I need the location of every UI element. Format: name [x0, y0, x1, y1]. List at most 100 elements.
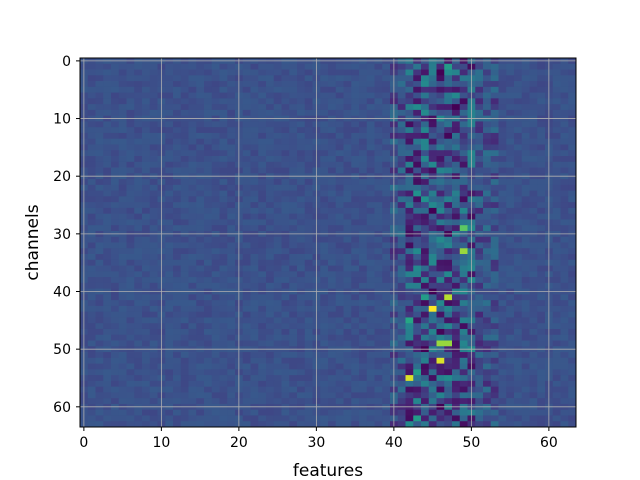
heatmap-cell: [498, 305, 507, 313]
heatmap-cell: [397, 363, 406, 370]
heatmap-cell: [343, 213, 352, 220]
heatmap-cell: [382, 300, 391, 307]
heatmap-cell: [173, 317, 182, 324]
heatmap-cell: [459, 236, 468, 243]
heatmap-cell: [118, 369, 127, 376]
heatmap-cell: [483, 196, 492, 203]
heatmap-cell: [514, 380, 523, 388]
heatmap-cell: [397, 98, 406, 105]
heatmap-cell: [529, 328, 538, 336]
heatmap-cell: [180, 144, 189, 151]
heatmap-cell: [211, 369, 220, 376]
heatmap-cell: [281, 254, 290, 261]
heatmap-cell: [250, 282, 259, 290]
heatmap-cell: [452, 242, 461, 249]
heatmap-cell: [351, 167, 360, 174]
heatmap-cell: [529, 259, 538, 266]
heatmap-cell: [506, 69, 515, 76]
heatmap-cell: [560, 150, 569, 157]
heatmap-cell: [374, 352, 383, 359]
heatmap-cell: [304, 202, 313, 209]
heatmap-cell: [165, 63, 174, 70]
heatmap-cell: [459, 415, 468, 422]
heatmap-cell: [529, 121, 538, 128]
heatmap-cell: [328, 328, 337, 336]
heatmap-cell: [568, 86, 577, 93]
heatmap-cell: [397, 213, 406, 220]
heatmap-cell: [328, 236, 337, 243]
heatmap-cell: [459, 340, 468, 347]
heatmap-cell: [142, 225, 151, 232]
heatmap-cell: [397, 415, 406, 422]
heatmap-cell: [359, 179, 368, 186]
heatmap-cell: [196, 190, 205, 197]
heatmap-cell: [413, 167, 422, 174]
heatmap-cell: [328, 277, 337, 284]
heatmap-cell: [95, 236, 104, 243]
heatmap-cell: [483, 144, 492, 151]
heatmap-cell: [173, 415, 182, 422]
heatmap-cell: [103, 334, 112, 341]
heatmap-cell: [297, 81, 306, 88]
heatmap-cell: [180, 92, 189, 99]
heatmap-cell: [552, 219, 561, 226]
heatmap-cell: [258, 219, 267, 226]
heatmap-cell: [142, 328, 151, 336]
heatmap-cell: [359, 184, 368, 192]
heatmap-cell: [304, 271, 313, 278]
heatmap-cell: [196, 282, 205, 290]
heatmap-cell: [514, 311, 523, 318]
heatmap-cell: [134, 207, 143, 215]
heatmap-cell: [351, 75, 360, 82]
heatmap-cell: [273, 161, 282, 168]
heatmap-cell: [273, 179, 282, 186]
heatmap-cell: [529, 305, 538, 313]
heatmap-cell: [328, 254, 337, 261]
heatmap-cell: [335, 317, 344, 324]
heatmap-cell: [475, 236, 484, 243]
heatmap-cell: [351, 207, 360, 215]
heatmap-cell: [111, 305, 120, 313]
heatmap-cell: [428, 132, 437, 140]
heatmap-cell: [397, 121, 406, 128]
heatmap-cell: [483, 311, 492, 318]
heatmap-cell: [483, 415, 492, 422]
heatmap-cell: [227, 81, 236, 88]
heatmap-cell: [382, 179, 391, 186]
heatmap-cell: [359, 323, 368, 330]
heatmap-cell: [149, 415, 158, 422]
heatmap-cell: [196, 259, 205, 266]
heatmap-cell: [483, 398, 492, 405]
heatmap-cell: [366, 127, 375, 134]
heatmap-cell: [506, 167, 515, 174]
heatmap-cell: [428, 167, 437, 174]
heatmap-cell: [483, 421, 492, 428]
heatmap-cell: [180, 271, 189, 278]
heatmap-cell: [428, 317, 437, 324]
heatmap-cell: [335, 63, 344, 70]
heatmap-cell: [134, 109, 143, 117]
heatmap-cell: [343, 357, 352, 364]
heatmap-cell: [273, 380, 282, 388]
heatmap-cell: [452, 282, 461, 290]
heatmap-cell: [134, 363, 143, 370]
heatmap-cell: [281, 207, 290, 215]
heatmap-cell: [126, 277, 135, 284]
heatmap-cell: [219, 363, 228, 370]
heatmap-cell: [366, 392, 375, 399]
heatmap-cell: [250, 392, 259, 399]
heatmap-cell: [266, 340, 275, 347]
heatmap-cell: [87, 386, 96, 393]
heatmap-cell: [297, 323, 306, 330]
heatmap-cell: [529, 369, 538, 376]
heatmap-cell: [537, 392, 546, 399]
heatmap-cell: [413, 98, 422, 105]
heatmap-cell: [87, 196, 96, 203]
heatmap-cell: [498, 144, 507, 151]
heatmap-cell: [490, 184, 499, 192]
heatmap-cell: [103, 236, 112, 243]
heatmap-cell: [374, 161, 383, 168]
heatmap-cell: [552, 69, 561, 76]
heatmap-cell: [366, 179, 375, 186]
heatmap-cell: [506, 81, 515, 88]
